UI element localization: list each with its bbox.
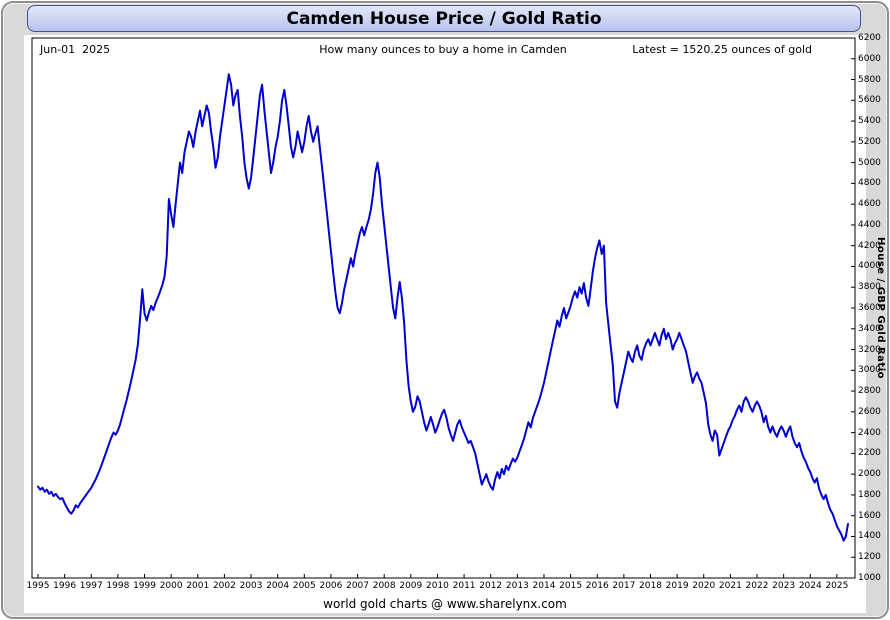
x-tick-label: 2005 <box>292 581 316 591</box>
y-tick-label: 6200 <box>858 33 881 43</box>
chart-title-bar: Camden House Price / Gold Ratio <box>27 5 861 32</box>
latest-value-label: Latest = 1520.25 ounces of gold <box>632 43 812 56</box>
x-tick-label: 2001 <box>186 581 210 591</box>
x-tick-label: 1999 <box>133 581 156 591</box>
y-tick-label: 4800 <box>858 178 881 189</box>
x-tick-label: 2008 <box>372 581 396 591</box>
x-tick-label: 2012 <box>479 581 503 591</box>
x-tick-label: 2017 <box>612 581 636 591</box>
x-tick-label: 2010 <box>425 581 449 591</box>
page-title: Camden House Price / Gold Ratio <box>286 8 602 29</box>
x-tick-label: 2019 <box>665 581 689 591</box>
y-tick-label: 2600 <box>858 406 881 417</box>
x-tick-label: 1998 <box>106 581 130 591</box>
y-tick-label: 2800 <box>858 386 881 397</box>
x-tick-label: 2000 <box>159 581 183 591</box>
x-tick-label: 2014 <box>532 581 556 591</box>
y-tick-label: 5800 <box>858 74 881 85</box>
x-tick-label: 2002 <box>212 581 236 591</box>
x-tick-label: 2020 <box>692 581 716 591</box>
x-tick-label: 1997 <box>79 581 103 591</box>
y-tick-label: 6000 <box>858 53 881 64</box>
y-tick-label: 2400 <box>858 427 881 438</box>
y-tick-label: 3800 <box>858 282 881 293</box>
x-tick-label: 2011 <box>452 581 476 591</box>
y-tick-label: 1400 <box>858 531 881 542</box>
plot-background <box>32 38 855 578</box>
x-tick-label: 1995 <box>26 581 50 591</box>
y-tick-label: 4400 <box>858 219 881 230</box>
x-tick-label: 2025 <box>825 581 849 591</box>
y-tick-label: 5200 <box>858 136 881 147</box>
y-axis-title: House / GBP Gold Ratio <box>875 236 886 380</box>
x-tick-label: 2024 <box>798 581 822 591</box>
y-tick-label: 1200 <box>858 552 881 563</box>
x-tick-label: 2009 <box>399 581 423 591</box>
y-tick-label: 2200 <box>858 448 881 459</box>
x-tick-label: 2023 <box>772 581 796 591</box>
y-tick-label: 3600 <box>858 303 881 313</box>
x-tick-label: 2006 <box>319 581 343 591</box>
y-tick-label: 3200 <box>858 344 881 355</box>
y-tick-label: 3000 <box>858 365 881 376</box>
x-tick-label: 2022 <box>745 581 769 591</box>
x-tick-label: 2003 <box>239 581 263 591</box>
chart-subtitle: How many ounces to buy a home in Camden <box>319 43 567 56</box>
x-tick-label: 2004 <box>266 581 290 591</box>
y-tick-label: 5400 <box>858 116 881 127</box>
price-gold-ratio-line <box>37 73 849 542</box>
x-tick-label: 1996 <box>53 581 77 591</box>
y-tick-label: 1800 <box>858 489 881 500</box>
x-tick-label: 2021 <box>718 581 742 591</box>
y-tick-label: 1600 <box>858 510 881 521</box>
y-tick-label: 4200 <box>858 240 881 251</box>
y-tick-label: 4000 <box>858 261 881 272</box>
x-tick-label: 2013 <box>505 581 529 591</box>
x-tick-label: 2007 <box>346 581 369 591</box>
footer-credit: world gold charts @ www.sharelynx.com <box>323 597 567 611</box>
x-tick-label: 2018 <box>639 581 662 591</box>
tick-marks <box>37 37 855 579</box>
latest-date-label: Jun-01 2025 <box>40 43 111 56</box>
y-tick-label: 3400 <box>858 323 881 334</box>
y-tick-label: 5600 <box>858 95 881 106</box>
y-tick-label: 5000 <box>858 157 881 168</box>
y-tick-label: 1000 <box>858 573 881 583</box>
x-tick-label: 2015 <box>559 581 583 591</box>
y-tick-label: 2000 <box>858 469 881 480</box>
y-tick-label: 4600 <box>858 199 881 210</box>
x-tick-label: 2016 <box>585 581 609 591</box>
